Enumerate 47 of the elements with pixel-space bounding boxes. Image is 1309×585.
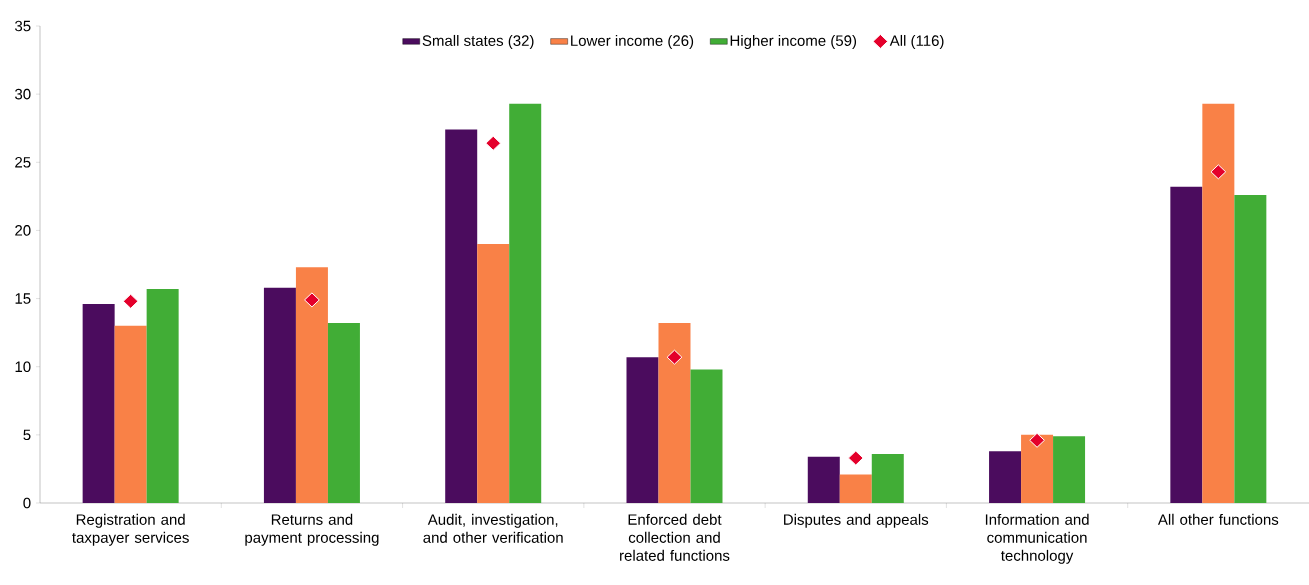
x-tick-label: Information and communication technology [985, 513, 1089, 564]
y-tick-label: 15 [15, 293, 31, 304]
x-tick-label: Audit, investigation, and other verification [423, 513, 563, 543]
x-tick-label: All other functions [1157, 513, 1279, 525]
legend-label: Higher income (59) [730, 34, 857, 49]
point [122, 293, 139, 309]
bar [114, 325, 147, 503]
bar [509, 103, 542, 503]
y-tick-label: 35 [15, 20, 31, 32]
x-tick-label: Enforced debt collection and related functions [620, 513, 730, 561]
x-tick-label: Registration and taxpayer services [72, 513, 189, 546]
legend-label: Lower income (26) [571, 34, 694, 49]
y-tick-label: 10 [15, 361, 31, 373]
bar [1170, 186, 1203, 503]
y-tick-label: 0 [23, 497, 31, 509]
x-tick-label: Returns and payment processing [245, 513, 379, 546]
bar [871, 453, 904, 503]
bar [445, 129, 478, 503]
bar [807, 456, 840, 503]
bar [295, 267, 328, 503]
bar [989, 451, 1022, 503]
bar [146, 289, 179, 503]
y-tick-label: 30 [15, 88, 31, 100]
bar [1021, 434, 1054, 503]
bar [82, 304, 115, 503]
point [847, 450, 864, 466]
legend-label: All (116) [889, 34, 944, 49]
bar [839, 474, 872, 503]
bar [263, 287, 296, 503]
x-tick-label: Disputes and appeals [784, 513, 929, 528]
point [304, 292, 320, 308]
y-tick-label: 25 [15, 156, 31, 168]
bar [658, 323, 691, 503]
bar [1053, 436, 1086, 503]
legend-label: Small states (32) [422, 34, 534, 49]
bar [1202, 103, 1235, 503]
y-tick-label: 5 [23, 429, 31, 441]
point [666, 349, 683, 365]
point [1210, 164, 1227, 180]
y-tick-label: 20 [15, 225, 31, 236]
bar [477, 244, 510, 503]
point [1029, 432, 1045, 448]
bar [1234, 194, 1267, 503]
point [485, 135, 502, 151]
bar [327, 323, 360, 503]
bar [626, 357, 659, 503]
bar [690, 369, 723, 503]
